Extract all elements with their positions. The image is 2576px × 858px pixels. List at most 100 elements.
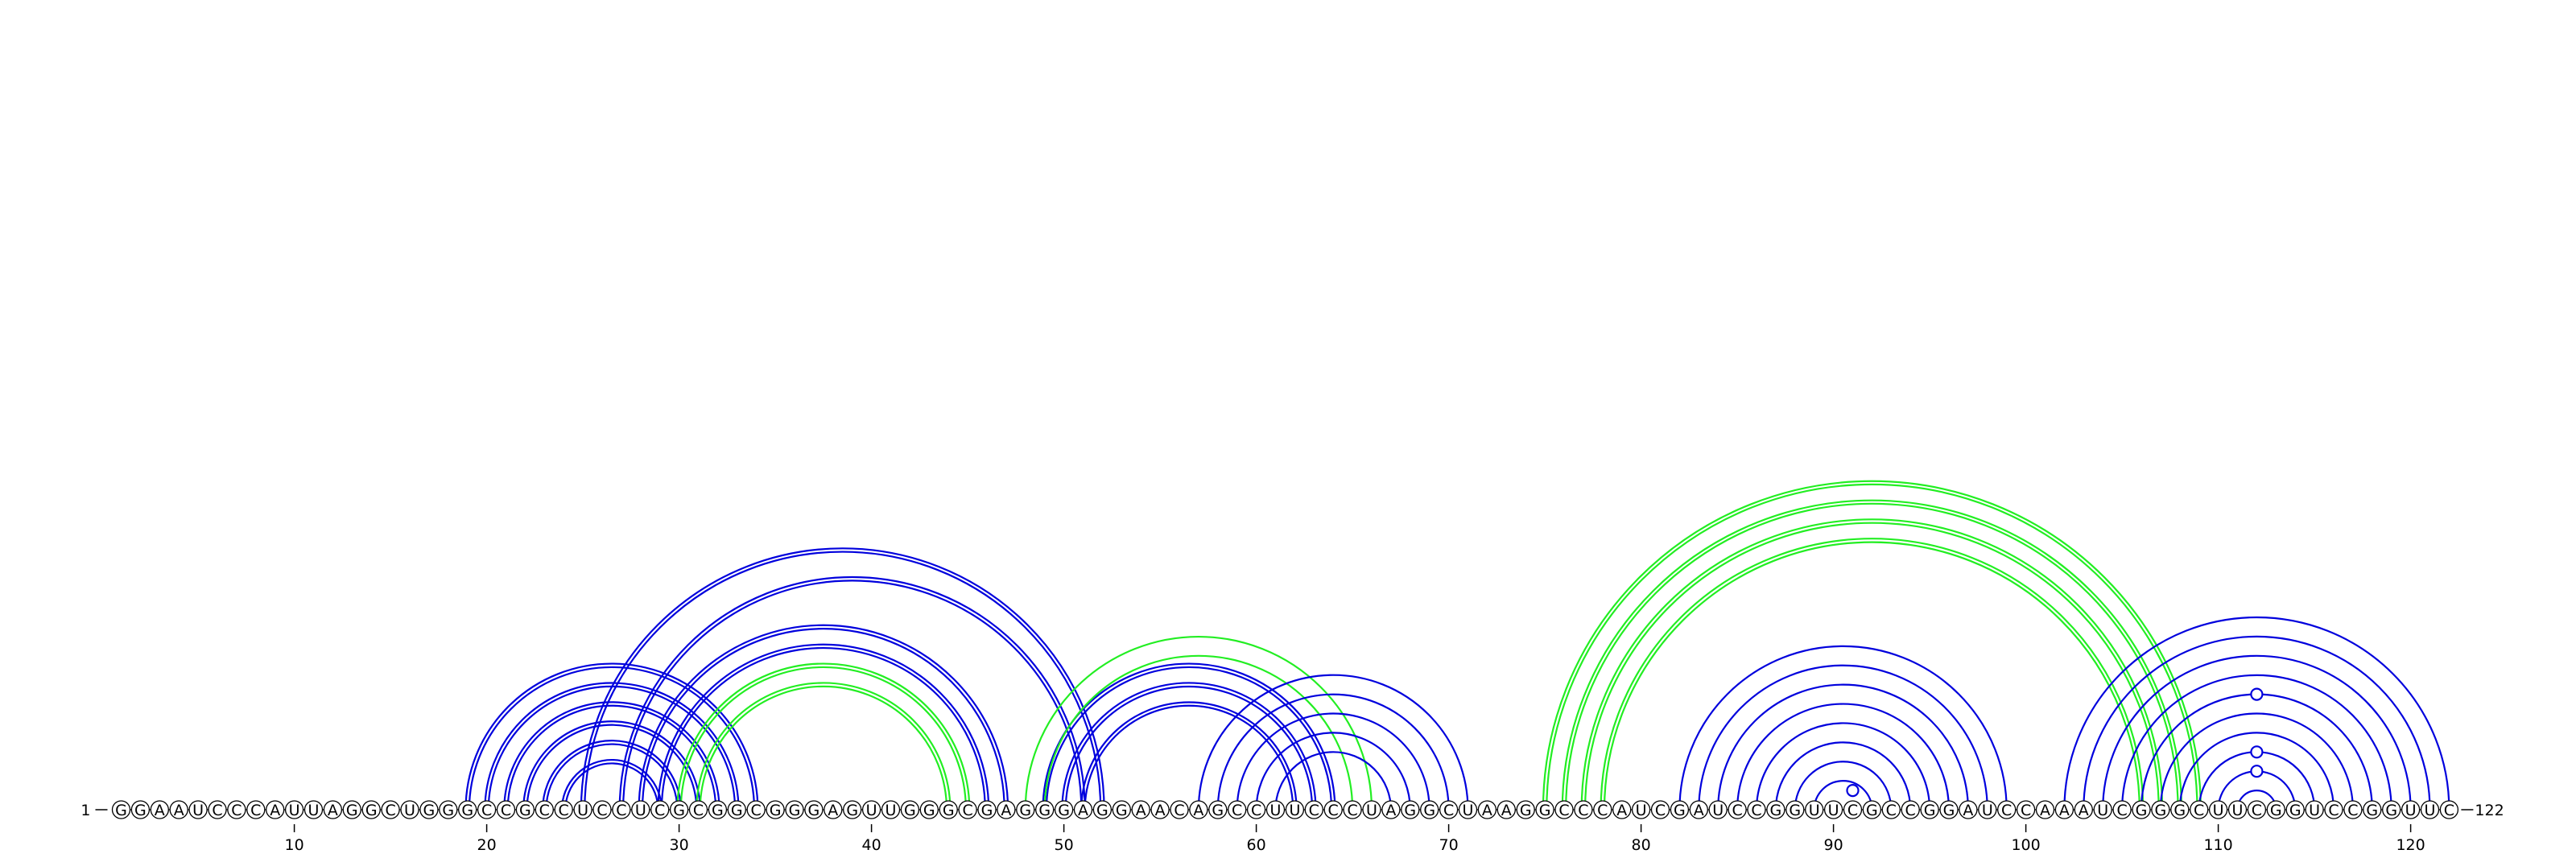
base-pair-arc <box>618 575 1086 811</box>
base-pair-arc <box>1197 674 1469 811</box>
nucleotide-letter: G <box>2136 802 2148 819</box>
nucleotide-letter: U <box>1809 802 1820 819</box>
nucleotide: G <box>766 800 785 819</box>
tick-label: 90 <box>1824 836 1843 854</box>
loop-marker <box>2250 745 2264 759</box>
tick-label: 120 <box>2396 836 2425 854</box>
nucleotide-letter: A <box>1078 802 1088 819</box>
base-pair-arc <box>1542 480 2202 811</box>
nucleotide: C <box>1554 800 1574 819</box>
nucleotide-letter: G <box>423 802 436 819</box>
nucleotide: G <box>2170 800 2190 819</box>
nucleotide-circle <box>477 800 497 819</box>
nucleotide: C <box>2112 800 2132 819</box>
loop-marker <box>1846 783 1860 798</box>
nucleotide-circle <box>1728 800 1747 819</box>
nucleotide-letter: C <box>2328 802 2339 819</box>
nucleotide: G <box>1535 800 1554 819</box>
nucleotide-circle <box>573 800 592 819</box>
nucleotide: G <box>785 800 804 819</box>
tick-label: 110 <box>2203 836 2232 854</box>
nucleotide: U <box>881 800 901 819</box>
base-pair-arc <box>1080 701 1298 811</box>
nucleotide-letter: C <box>1847 802 1858 819</box>
base-pair-arc <box>638 624 1009 811</box>
nucleotide-letter: C <box>1309 802 1319 819</box>
nucleotide: A <box>266 800 285 819</box>
nucleotide-letter: C <box>597 802 607 819</box>
nucleotide-letter: A <box>174 802 184 819</box>
nucleotide-letter: A <box>270 802 280 819</box>
nucleotide-circle <box>2324 800 2343 819</box>
nucleotide-circle <box>1401 800 1420 819</box>
base-pair-arc <box>2178 732 2335 811</box>
nucleotide-circle <box>919 800 939 819</box>
nucleotide-circle <box>650 800 670 819</box>
nucleotide: G <box>1112 800 1131 819</box>
nucleotide: U <box>1708 800 1728 819</box>
base-pair-arc <box>484 682 740 811</box>
nucleotide-letter: C <box>2252 802 2262 819</box>
nucleotide-circle <box>785 800 804 819</box>
nucleotide-circle <box>766 800 785 819</box>
nucleotide-letter: C <box>231 802 242 819</box>
nucleotide-letter: G <box>1789 802 1801 819</box>
nucleotide: C <box>381 800 400 819</box>
nucleotide-circle <box>1612 800 1632 819</box>
nucleotide: G <box>708 800 728 819</box>
base-pair-arc <box>1580 518 2164 811</box>
nucleotide: U <box>1362 800 1381 819</box>
nucleotide: G <box>111 800 131 819</box>
base-pair-arc <box>1736 703 1951 811</box>
base-pair-arc <box>1084 704 1294 811</box>
nucleotide-letter: C <box>1558 802 1569 819</box>
nucleotide: U <box>284 800 304 819</box>
nucleotide-circle <box>169 800 188 819</box>
nucleotide-letter: G <box>2385 802 2397 819</box>
nucleotide-circle <box>1016 800 1035 819</box>
base-pair-arc <box>1794 761 1893 811</box>
nucleotide-circle <box>1843 800 1863 819</box>
nucleotide: C <box>688 800 708 819</box>
nucleotide-circle <box>1381 800 1401 819</box>
nucleotide-circle <box>2343 800 2363 819</box>
nucleotide-circle <box>843 800 862 819</box>
nucleotide: G <box>1670 800 1690 819</box>
nucleotide: G <box>977 800 997 819</box>
base-pair-arc <box>464 662 759 811</box>
nucleotide-letter: G <box>1019 802 1031 819</box>
nucleotide: G <box>2363 800 2382 819</box>
nucleotide-circle <box>997 800 1016 819</box>
base-pair-arc <box>2102 654 2412 811</box>
base-pair-arc <box>1216 693 1450 811</box>
nucleotide-circle <box>2401 800 2421 819</box>
nucleotide-circle <box>496 800 516 819</box>
base-pair-arc <box>545 743 679 811</box>
nucleotide: C <box>958 800 977 819</box>
nucleotide-circle <box>419 800 439 819</box>
nucleotide-circle <box>1304 800 1323 819</box>
nucleotide-letter: A <box>1501 802 1512 819</box>
nucleotide-letter: U <box>2213 802 2224 819</box>
nucleotide: C <box>477 800 497 819</box>
base-pair-arc <box>1045 666 1333 811</box>
nucleotide-circle <box>939 800 958 819</box>
base-pair-arc <box>622 580 1083 811</box>
nucleotide-letter: G <box>1058 802 1070 819</box>
nucleotide-letter: G <box>981 802 993 819</box>
nucleotide-letter: G <box>1943 802 1955 819</box>
tick-label: 80 <box>1632 836 1651 854</box>
nucleotide-letter: C <box>693 802 704 819</box>
nucleotide-letter: C <box>250 802 261 819</box>
nucleotide-circle <box>2227 800 2248 819</box>
nucleotide-letter: G <box>1038 802 1051 819</box>
nucleotide-letter: C <box>751 802 762 819</box>
nucleotide: C <box>2247 800 2267 819</box>
nucleotide-circle <box>266 800 285 819</box>
nucleotide: C <box>2190 800 2209 819</box>
nucleotide-circle <box>111 800 131 819</box>
nucleotide-circle <box>400 800 419 819</box>
nucleotide-letter: U <box>1712 802 1724 819</box>
nucleotide-letter: G <box>1520 802 1532 819</box>
base-pair-arc <box>2121 674 2392 811</box>
